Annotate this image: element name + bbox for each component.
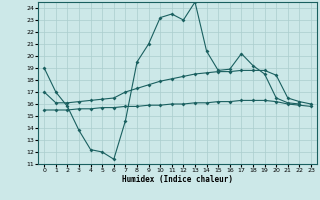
X-axis label: Humidex (Indice chaleur): Humidex (Indice chaleur) (122, 175, 233, 184)
